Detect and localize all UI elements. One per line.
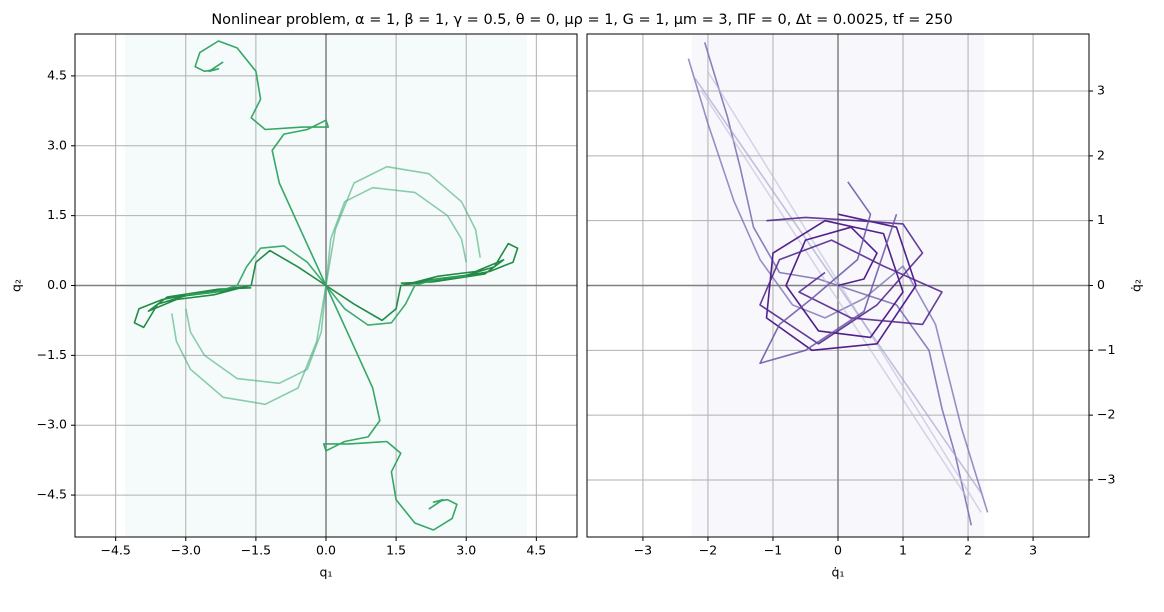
- y-tick-label: −1.5: [37, 347, 67, 362]
- x-tick-label: 1: [899, 543, 907, 558]
- y-tick-label: −2: [1097, 407, 1115, 422]
- y-tick-label: 1: [1097, 212, 1105, 227]
- x-tick-label: −3: [634, 543, 652, 558]
- y-tick-label: −3.0: [37, 417, 67, 432]
- x-tick-label: 3: [1029, 543, 1037, 558]
- trajectory: [687, 58, 989, 513]
- x-tick-label: 0: [834, 543, 842, 558]
- y-tick-label: 1.5: [47, 207, 67, 222]
- trajectory: [759, 216, 943, 345]
- y-tick-label: −3: [1097, 471, 1115, 486]
- x-tick-label: −3.0: [171, 543, 201, 558]
- trajectory: [325, 165, 481, 286]
- x-tick-label: 1.5: [386, 543, 406, 558]
- y-tick-label: −1: [1097, 342, 1115, 357]
- x-tick-label: −4.5: [100, 543, 130, 558]
- trajectory: [185, 245, 327, 296]
- y-tick-label: 0: [1097, 277, 1105, 292]
- x-tick-label: −1.5: [241, 543, 271, 558]
- trajectory: [759, 181, 898, 365]
- trajectory: [322, 285, 458, 531]
- trajectory: [325, 275, 467, 326]
- y-axis-label: q₂: [9, 279, 24, 292]
- chart-title: Nonlinear problem, α = 1, β = 1, γ = 0.5…: [211, 12, 952, 28]
- x-axis-label: q₁: [320, 565, 333, 580]
- trajectory: [765, 213, 917, 352]
- trajectory: [707, 71, 982, 513]
- x-tick-label: 3.0: [456, 543, 476, 558]
- trajectory: [171, 285, 327, 406]
- x-tick-label: −1: [764, 543, 782, 558]
- plot-frame: [586, 33, 1090, 538]
- y-tick-label: 3: [1097, 83, 1105, 98]
- x-tick-label: 2: [964, 543, 972, 558]
- trajectory: [185, 285, 327, 385]
- trajectory: [325, 242, 519, 322]
- x-axis-label: q̇₁: [832, 565, 845, 580]
- y-tick-label: 2: [1097, 147, 1105, 162]
- x-tick-label: 0.0: [316, 543, 336, 558]
- trajectory: [194, 40, 330, 286]
- y-tick-label: −4.5: [37, 487, 67, 502]
- x-tick-label: −2: [699, 543, 717, 558]
- plot-frame: [74, 33, 578, 538]
- y-tick-label: 4.5: [47, 67, 67, 82]
- y-tick-label: 3.0: [47, 137, 67, 152]
- y-tick-label: 0.0: [47, 277, 67, 292]
- trajectory: [325, 186, 467, 286]
- trajectory: [133, 249, 327, 329]
- y-axis-label: q̇₂: [1129, 279, 1144, 292]
- x-tick-label: 4.5: [526, 543, 546, 558]
- trajectory: [700, 90, 969, 500]
